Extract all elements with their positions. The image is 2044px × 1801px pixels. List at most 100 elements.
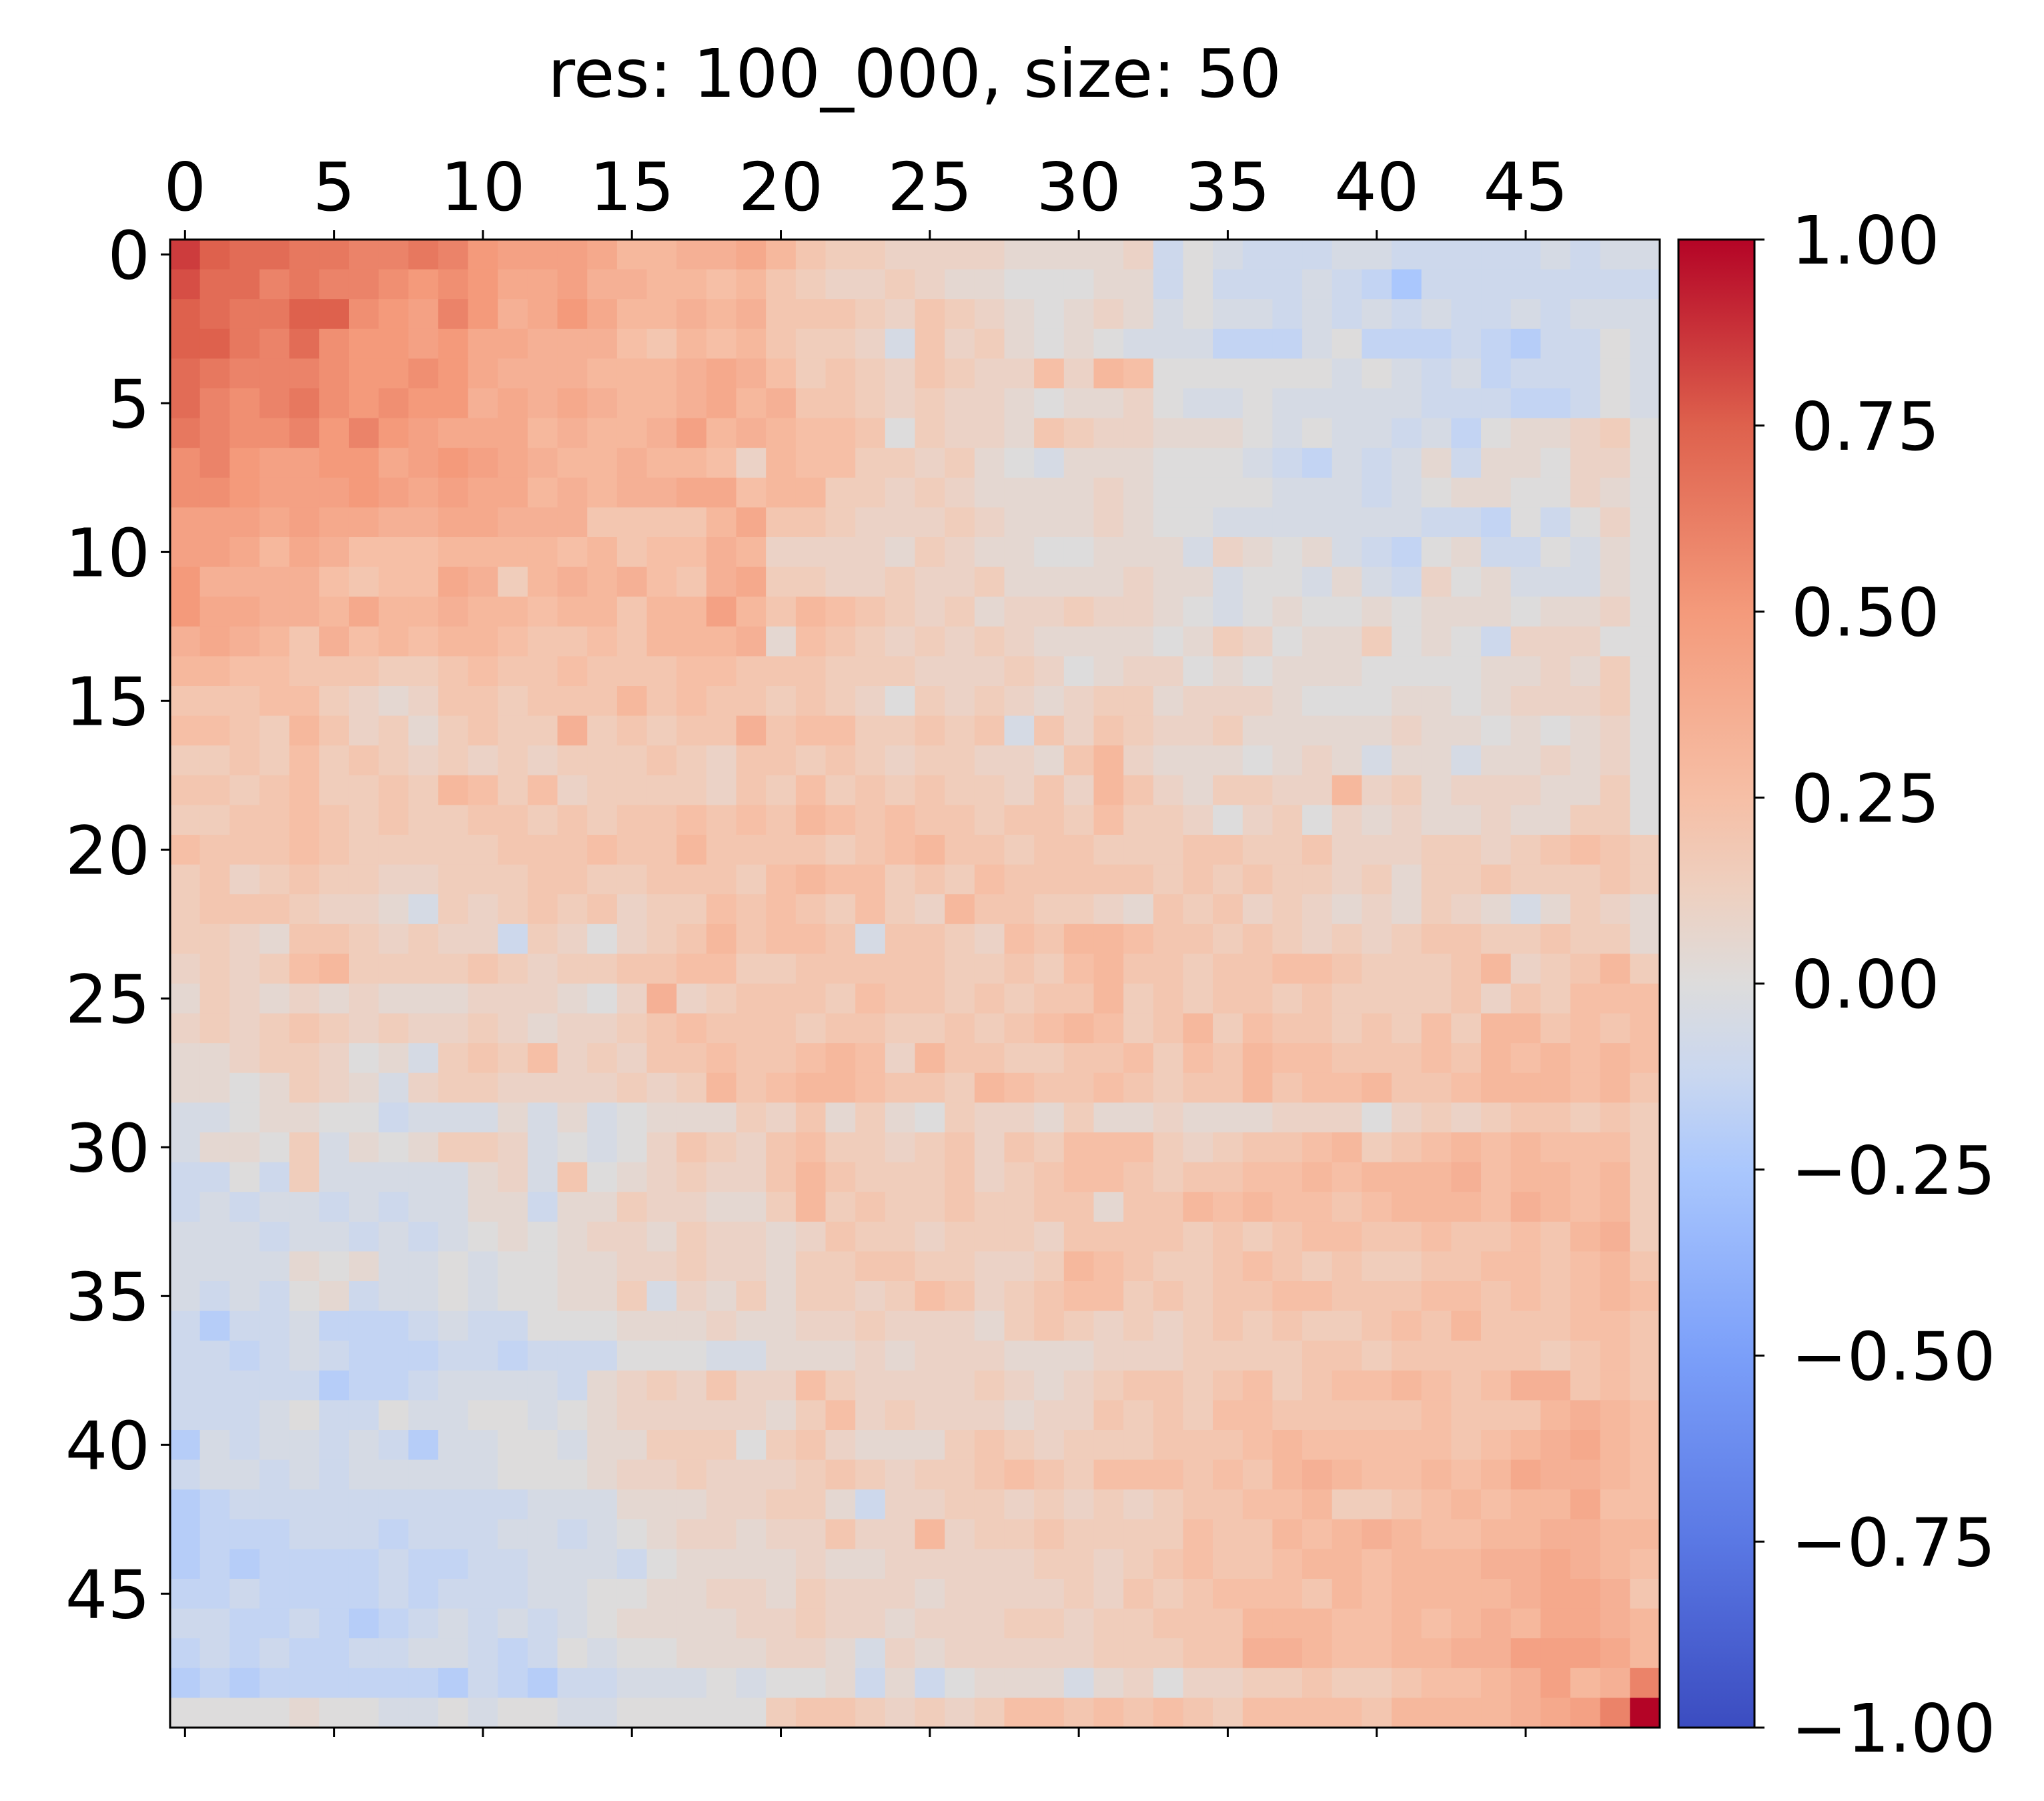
heatmap-cell [408,1608,439,1639]
heatmap-cell [1600,1281,1630,1312]
heatmap-cell [408,686,439,717]
heatmap-cell [259,1102,290,1133]
heatmap-cell [974,1281,1005,1312]
heatmap-cell [1600,984,1630,1014]
heatmap-cell [1302,1102,1333,1133]
heatmap-cell [199,1549,230,1579]
heatmap-cell [498,1400,528,1431]
heatmap-cell [825,1549,856,1579]
heatmap-cell [1153,984,1184,1014]
heatmap-cell [1540,924,1571,954]
heatmap-cell [885,418,916,448]
heatmap-cell [1183,715,1213,746]
heatmap-cell [587,1281,618,1312]
heatmap-cell [1183,626,1213,657]
heatmap-cell [1600,864,1630,895]
heatmap-cell [1421,1132,1452,1163]
heatmap-cell [319,864,350,895]
heatmap-cell [468,269,498,300]
heatmap-cell [1153,1013,1184,1044]
heatmap-cell [945,864,975,895]
heatmap-cell [1421,1072,1452,1103]
heatmap-cell [1481,1608,1512,1639]
heatmap-cell [1034,1013,1065,1044]
heatmap-cell [1451,1013,1482,1044]
heatmap-cell [587,835,618,865]
heatmap-cell [825,328,856,359]
heatmap-cell [557,1608,588,1639]
heatmap-cell [1242,775,1273,805]
heatmap-cell [1153,388,1184,419]
heatmap-cell [199,1698,230,1728]
heatmap-cell [1630,835,1660,865]
heatmap-cell [1600,1192,1630,1222]
heatmap-cell [616,954,648,984]
heatmap-cell [676,1430,707,1461]
heatmap-cell [348,864,380,895]
heatmap-cell [1362,1162,1392,1192]
heatmap-cell [1034,477,1065,508]
heatmap-cell [1392,328,1422,359]
heatmap-cell [1421,1370,1452,1401]
heatmap-cell [1362,1221,1392,1252]
heatmap-cell [646,507,677,538]
heatmap-cell [1451,1698,1482,1728]
heatmap-cell [1034,269,1065,300]
heatmap-cell [945,805,975,835]
heatmap-cell [557,1102,588,1133]
heatmap-cell [1004,299,1035,330]
heatmap-cell [1063,1430,1095,1461]
heatmap-cell [1600,597,1630,627]
heatmap-cell [1451,537,1482,568]
heatmap-cell [1332,299,1362,330]
heatmap-cell [1153,924,1184,954]
heatmap-cell [438,537,469,568]
heatmap-cell [616,1400,648,1431]
heatmap-cell [676,1251,707,1282]
heatmap-cell [170,1013,201,1044]
heatmap-cell [1451,1668,1482,1698]
heatmap-cell [378,1638,409,1669]
heatmap-cell [1332,388,1362,419]
heatmap-cell [945,1430,975,1461]
heatmap-cell [1510,924,1541,954]
heatmap-cell [616,269,648,300]
heatmap-cell [1272,1459,1303,1490]
heatmap-cell [498,1608,528,1639]
heatmap-cell [974,388,1005,419]
heatmap-cell [855,1072,886,1103]
heatmap-cell [1332,1132,1362,1163]
heatmap-cell [736,328,766,359]
heatmap-cell [945,358,975,389]
heatmap-cell [1302,1489,1333,1520]
heatmap-cell [1093,775,1124,805]
heatmap-cell [1153,269,1184,300]
heatmap-cell [1451,597,1482,627]
heatmap-cell [527,567,558,597]
heatmap-cell [974,1400,1005,1431]
heatmap-cell [1034,358,1065,389]
heatmap-cell [885,358,916,389]
heatmap-cell [1600,1102,1630,1133]
heatmap-cell [199,418,230,448]
heatmap-cell [348,1370,380,1401]
heatmap-cell [1034,715,1065,746]
heatmap-cell [378,507,409,538]
heatmap-cell [1153,1043,1184,1074]
heatmap-cell [319,1221,350,1252]
heatmap-cell [319,805,350,835]
heatmap-cell [1242,1013,1273,1044]
heatmap-cell [1213,299,1243,330]
heatmap-cell [498,1638,528,1669]
heatmap-cell [676,269,707,300]
heatmap-cell [676,1579,707,1609]
heatmap-cell [1392,1162,1422,1192]
heatmap-cell [825,715,856,746]
heatmap-cell [885,1221,916,1252]
heatmap-cell [1063,299,1095,330]
heatmap-cell [587,1043,618,1074]
heatmap-cell [170,1341,201,1371]
heatmap-cell [289,418,320,448]
heatmap-cell [855,1668,886,1698]
heatmap-cell [527,686,558,717]
